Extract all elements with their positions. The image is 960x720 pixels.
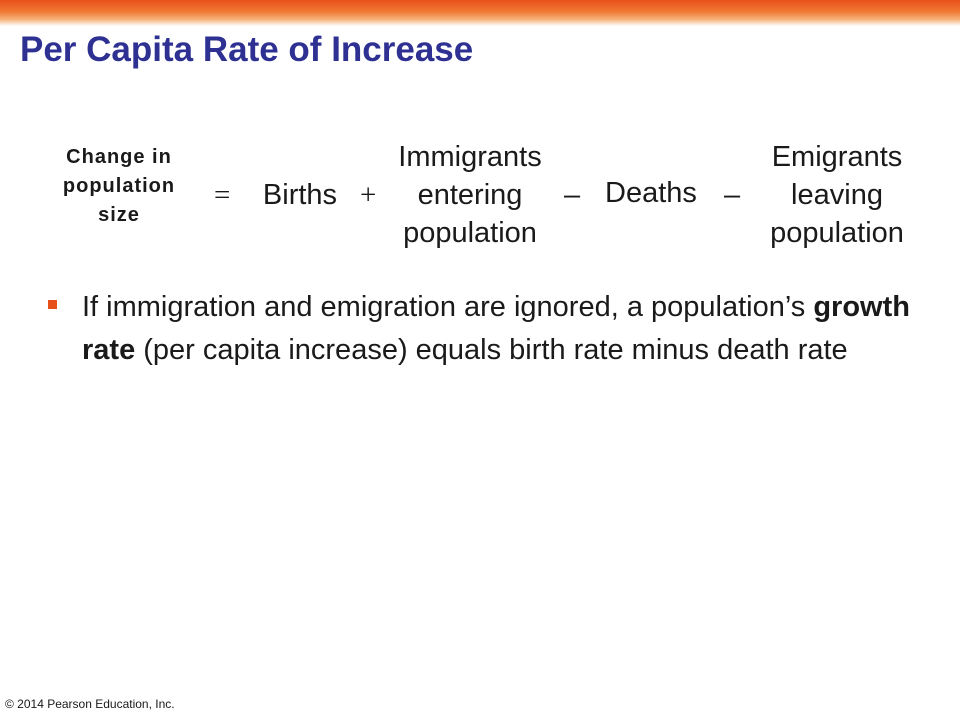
equation-deaths: Deaths (605, 177, 697, 209)
equation-immigrants: Immigrants entering population (380, 138, 560, 252)
equation-emigrants-line-1: Emigrants (771, 141, 903, 173)
equation-lhs-line-2: population (62, 175, 176, 197)
square-bullet-icon (48, 300, 57, 309)
copyright-notice: © 2014 Pearson Education, Inc. (5, 697, 175, 711)
equation-lhs-line-3: size (98, 204, 140, 226)
equation-births: Births (262, 179, 338, 211)
equation-immigrants-line-1: Immigrants (398, 141, 542, 173)
minus-operator-1: – (564, 179, 581, 211)
slide-title: Per Capita Rate of Increase (20, 30, 474, 69)
top-accent-bar (0, 0, 960, 26)
equation-emigrants-line-2: leaving (791, 179, 883, 211)
equation-emigrants-line-3: population (770, 217, 904, 249)
bullet-text: If immigration and emigration are ignore… (82, 286, 912, 372)
equation-immigrants-line-3: population (403, 217, 537, 249)
equation-emigrants: Emigrants leaving population (752, 138, 922, 252)
equals-operator: = (214, 179, 231, 211)
minus-operator-2: – (724, 179, 741, 211)
bullet-text-part-2: (per capita increase) equals birth rate … (135, 334, 848, 366)
equation-lhs: Change in population size (44, 143, 194, 230)
bullet-text-part-1: If immigration and emigration are ignore… (82, 291, 814, 323)
bullet-bold-term: growth rate (82, 291, 910, 366)
equation-immigrants-line-2: entering (417, 179, 523, 211)
equation-lhs-line-1: Change in (66, 146, 172, 168)
plus-operator: + (360, 179, 377, 211)
